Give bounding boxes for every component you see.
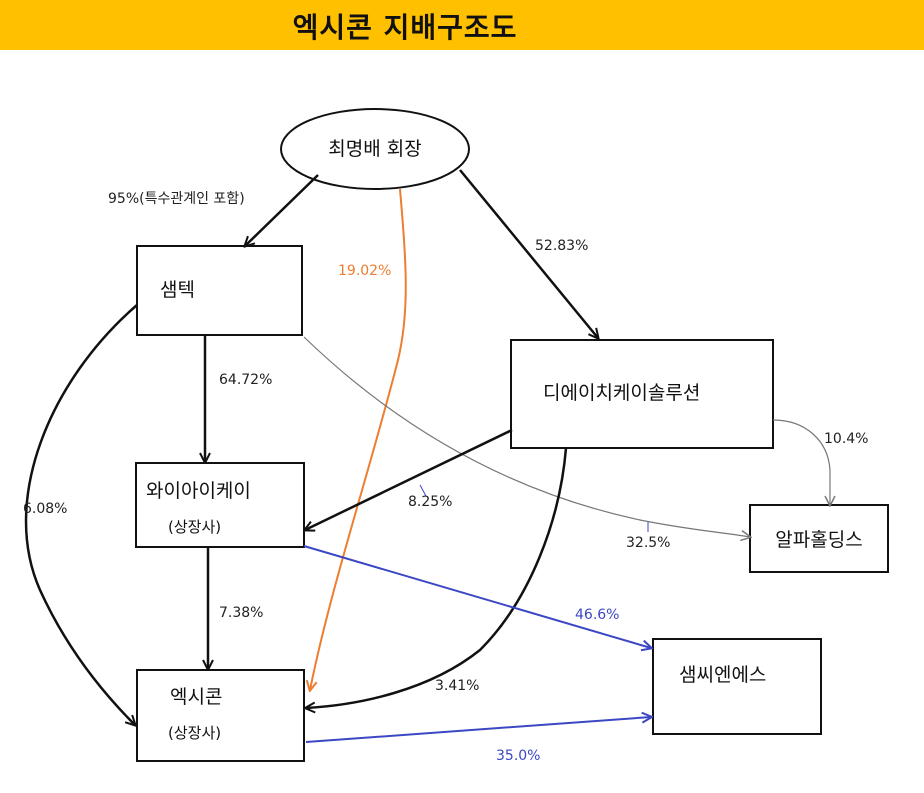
edge-label-dhk-alpha: 10.4% — [824, 431, 868, 447]
edge-chairman-samtek — [245, 174, 319, 246]
edge-samtek-exicon — [24, 304, 138, 725]
edge-chairman-exicon — [310, 188, 407, 690]
node-samsne-label: 샘씨엔에스 — [679, 664, 766, 686]
edge-label-chairman-exicon: 19.02% — [338, 263, 391, 279]
edge-dhk-yiik — [305, 428, 513, 530]
node-samtek: 샘텍 — [136, 245, 303, 336]
node-yiik-label: 와이아이케이 — [146, 480, 251, 502]
edge-samtek-alpha — [303, 336, 750, 537]
node-alpha-label: 알파홀딩스 — [775, 529, 862, 551]
node-exicon-label: 엑시콘 — [170, 686, 222, 708]
edge-label-exicon-samsne: 35.0% — [496, 748, 540, 764]
node-exicon-sublabel: (상장사) — [168, 724, 221, 742]
node-chairman: 최명배 회장 — [280, 108, 470, 190]
edge-chairman-dhk — [459, 169, 598, 338]
edge-label-samtek-alpha: 32.5% — [626, 535, 670, 551]
edge-dhk-exicon — [306, 447, 568, 708]
node-dhk: 디에이치케이솔루션 — [510, 339, 774, 449]
node-chairman-label: 최명배 회장 — [328, 138, 421, 160]
page-title: 엑시콘 지배구조도 — [292, 11, 518, 44]
label-tick-dhk-yiik — [419, 484, 427, 497]
edge-dhk-alpha — [772, 419, 830, 505]
edge-label-chairman-samtek: 95%(특수관계인 포함) — [108, 191, 245, 207]
node-yiik: 와이아이케이 (상장사) — [135, 462, 305, 548]
node-dhk-label: 디에이치케이솔루션 — [543, 382, 700, 404]
edge-exicon-samsne — [305, 717, 651, 743]
edge-label-dhk-exicon: 3.41% — [435, 678, 479, 694]
node-alpha: 알파홀딩스 — [749, 504, 889, 573]
edge-yiik-samsne — [303, 545, 651, 648]
node-yiik-sublabel: (상장사) — [168, 518, 221, 536]
edge-label-samtek-yiik: 64.72% — [219, 372, 272, 388]
node-exicon: 엑시콘 (상장사) — [136, 669, 305, 762]
title-bar — [0, 0, 924, 50]
edge-label-chairman-dhk: 52.83% — [535, 238, 588, 254]
node-samtek-label: 샘텍 — [160, 279, 195, 301]
node-samsne: 샘씨엔에스 — [652, 638, 822, 735]
edge-label-dhk-yiik: 8.25% — [408, 494, 452, 510]
edge-label-yiik-samsne: 46.6% — [575, 607, 619, 623]
edge-label-samtek-exicon: 6.08% — [23, 501, 67, 517]
edge-label-yiik-exicon: 7.38% — [219, 605, 263, 621]
